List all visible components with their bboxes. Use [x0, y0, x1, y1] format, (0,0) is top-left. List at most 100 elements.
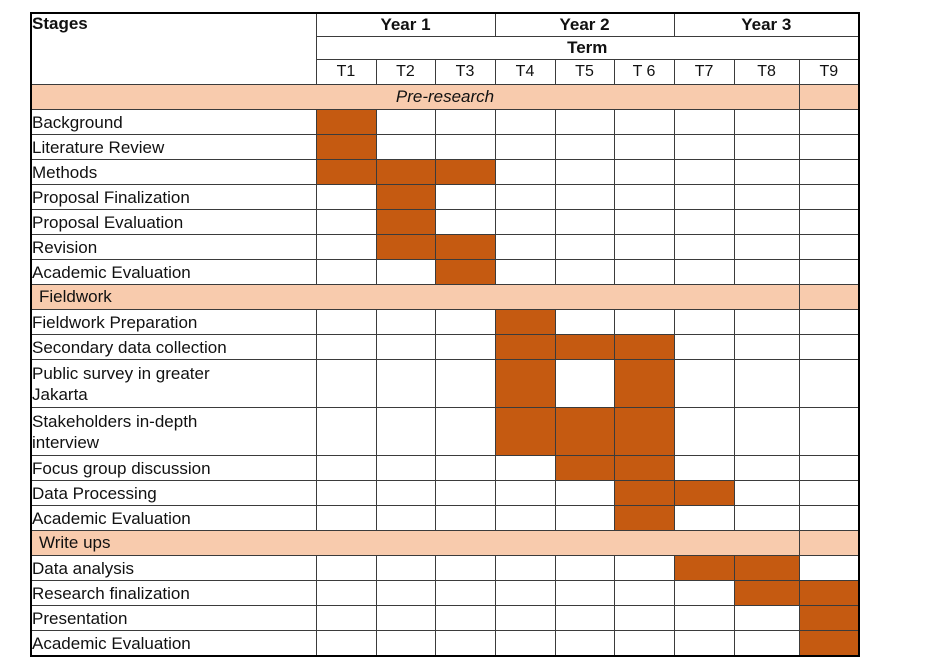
term-cell-t5-empty — [554, 630, 615, 657]
task-label: Academic Evaluation — [30, 630, 317, 657]
term-cell-t7-empty — [673, 407, 735, 456]
term-cell-t1-empty — [315, 580, 377, 606]
term-cell-t6-filled — [613, 505, 675, 531]
term-cell-t8-empty — [733, 455, 800, 481]
term-cell-t5-empty — [554, 109, 615, 135]
term-cell-t3-empty — [434, 605, 496, 631]
term-cell-t7-empty — [673, 159, 735, 185]
task-row: Proposal Evaluation — [30, 209, 860, 235]
term-cell-t6-empty — [613, 555, 675, 581]
term-cell-t7-filled — [673, 555, 735, 581]
term-cell-t3-empty — [434, 309, 496, 335]
section-label: Fieldwork — [39, 287, 112, 306]
term-cell-t6-empty — [613, 184, 675, 210]
term-cell-t7-empty — [673, 184, 735, 210]
term-cell-t7-empty — [673, 605, 735, 631]
term-cell-t4-empty — [494, 555, 556, 581]
task-label: Research finalization — [30, 580, 317, 606]
term-cell-t8-empty — [733, 234, 800, 260]
term-cell-t7-filled — [673, 480, 735, 506]
term-header-cell: Term — [315, 36, 860, 60]
task-row: Data analysis — [30, 555, 860, 581]
term-cell-t5-filled — [554, 407, 615, 456]
term-label-t4: T4 — [494, 59, 556, 85]
term-cell-t5-empty — [554, 605, 615, 631]
term-cell-t8-empty — [733, 334, 800, 360]
term-cell-t5-empty — [554, 309, 615, 335]
task-label: Stakeholders in-depth interview — [30, 407, 317, 456]
task-label: Fieldwork Preparation — [30, 309, 317, 335]
term-cell-t2-empty — [375, 359, 436, 408]
task-label: Public survey in greater Jakarta — [30, 359, 317, 408]
term-cell-t7-empty — [673, 259, 735, 285]
term-cell-t5-empty — [554, 480, 615, 506]
term-label-t6: T 6 — [613, 59, 675, 85]
term-label-t5: T5 — [554, 59, 615, 85]
term-cell-t1-empty — [315, 234, 377, 260]
task-row: Stakeholders in-depth interview — [30, 407, 860, 456]
term-cell-t2-empty — [375, 630, 436, 657]
term-cell-t3-empty — [434, 134, 496, 160]
term-label-t2: T2 — [375, 59, 436, 85]
section-label: Pre-research — [395, 87, 495, 106]
term-cell-t2-filled — [375, 234, 436, 260]
section-band-row: Write ups — [30, 530, 860, 556]
task-row: Methods — [30, 159, 860, 185]
year-2-header: Year 2 — [494, 12, 675, 37]
term-cell-t4-empty — [494, 605, 556, 631]
term-cell-t8-empty — [733, 505, 800, 531]
term-cell-t7-empty — [673, 334, 735, 360]
stages-header-cell: Stages — [30, 12, 317, 85]
term-cell-t8-filled — [733, 580, 800, 606]
term-cell-t3-empty — [434, 334, 496, 360]
term-cell-t6-empty — [613, 109, 675, 135]
term-cell-t4-filled — [494, 334, 556, 360]
term-cell-t6-empty — [613, 134, 675, 160]
term-cell-t7-empty — [673, 309, 735, 335]
task-label: Proposal Evaluation — [30, 209, 317, 235]
task-row: Academic Evaluation — [30, 505, 860, 531]
section-label: Write ups — [39, 533, 111, 552]
term-cell-t4-empty — [494, 630, 556, 657]
term-cell-t3-empty — [434, 109, 496, 135]
task-label: Proposal Finalization — [30, 184, 317, 210]
term-cell-t2-filled — [375, 159, 436, 185]
task-label: Secondary data collection — [30, 334, 317, 360]
term-cell-t6-filled — [613, 407, 675, 456]
term-cell-t9-empty — [798, 184, 860, 210]
term-cell-t4-empty — [494, 234, 556, 260]
term-cell-t9-empty — [798, 234, 860, 260]
gantt-table: Stages Year 1 Year 2 Year 3 Term T1 T2 T… — [30, 12, 861, 657]
term-cell-t4-filled — [494, 359, 556, 408]
term-cell-t6-empty — [613, 630, 675, 657]
term-cell-t6-filled — [613, 455, 675, 481]
term-cell-t4-empty — [494, 505, 556, 531]
term-cell-t5-empty — [554, 184, 615, 210]
term-cell-t5-filled — [554, 334, 615, 360]
term-label-t7: T7 — [673, 59, 735, 85]
task-row: Proposal Finalization — [30, 184, 860, 210]
term-cell-t4-empty — [494, 259, 556, 285]
term-cell-t7-empty — [673, 234, 735, 260]
term-cell-t9-empty — [798, 259, 860, 285]
term-cell-t4-empty — [494, 159, 556, 185]
term-cell-t9-empty — [798, 407, 860, 456]
term-cell-t6-empty — [613, 159, 675, 185]
term-cell-t7-empty — [673, 630, 735, 657]
term-cell-t2-empty — [375, 605, 436, 631]
task-label: Academic Evaluation — [30, 505, 317, 531]
task-label: Focus group discussion — [30, 455, 317, 481]
task-row: Literature Review — [30, 134, 860, 160]
term-cell-t4-empty — [494, 184, 556, 210]
term-cell-t3-empty — [434, 555, 496, 581]
term-cell-t2-filled — [375, 209, 436, 235]
term-cell-t9-empty — [798, 555, 860, 581]
term-cell-t9-filled — [798, 605, 860, 631]
term-cell-t3-filled — [434, 259, 496, 285]
term-cell-t2-filled — [375, 184, 436, 210]
term-cell-t1-empty — [315, 605, 377, 631]
term-cell-t2-empty — [375, 109, 436, 135]
term-cell-t3-empty — [434, 580, 496, 606]
term-cell-t6-empty — [613, 605, 675, 631]
